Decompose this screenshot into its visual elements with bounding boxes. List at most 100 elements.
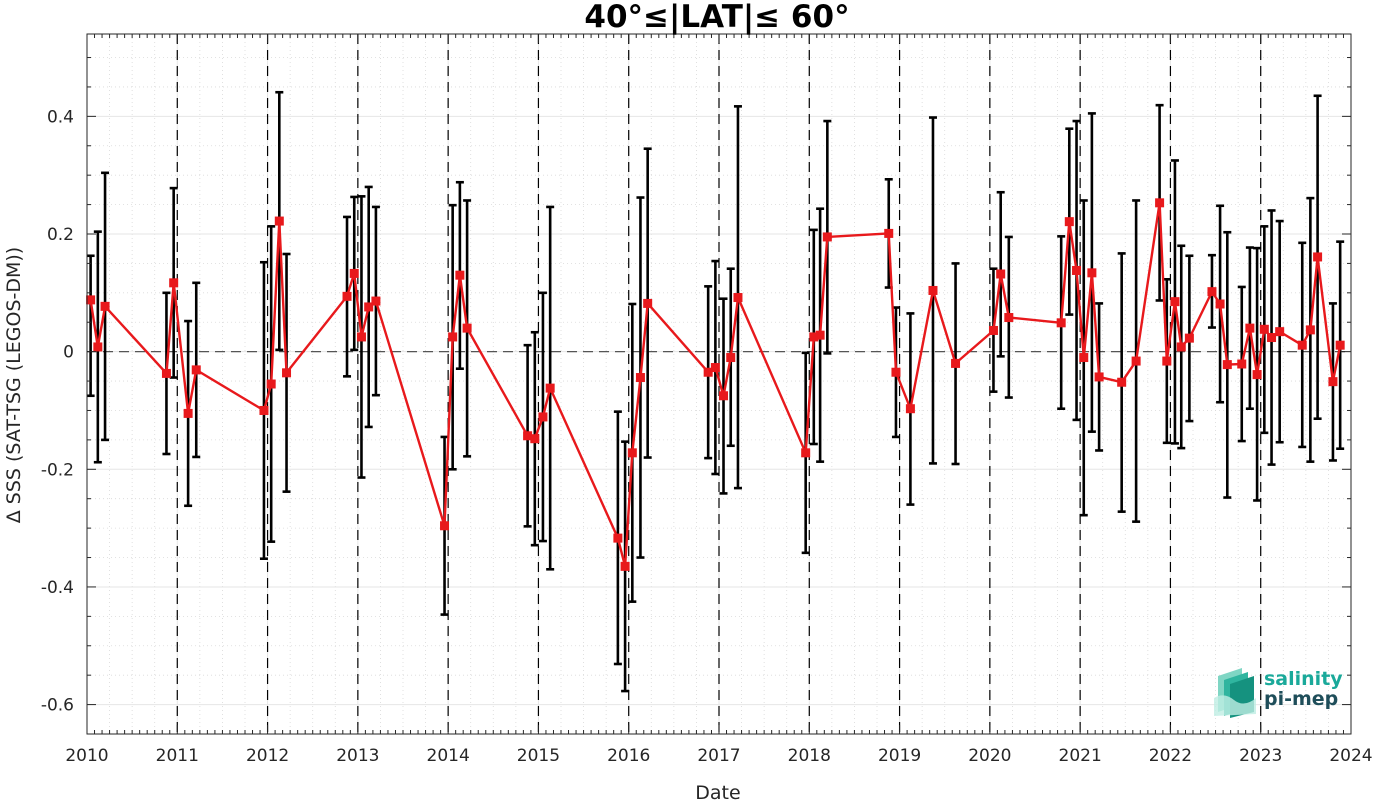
x-tick-label: 2020 [968, 746, 1011, 766]
y-axis-label: Δ SSS (SAT-TSG (LEGOS-DM)) [3, 247, 25, 523]
data-point [1335, 340, 1345, 350]
error-bars [86, 90, 1345, 693]
x-tick-label: 2013 [336, 746, 379, 766]
data-point [161, 368, 171, 378]
data-point [627, 448, 637, 458]
data-point [1064, 217, 1074, 227]
data-point [183, 408, 193, 418]
data-point [371, 296, 381, 306]
data-point [1305, 325, 1315, 335]
y-tick-labels: -0.6 -0.4 -0.2 0 0.2 0.4 [41, 107, 74, 715]
data-point [822, 232, 832, 242]
y-tick-label: -0.4 [41, 578, 74, 598]
logo-text-pi-mep: pi-mep [1264, 688, 1339, 710]
chart-title: 40°≤|LAT|≤ 60° [584, 0, 849, 35]
x-tick-label: 2018 [788, 746, 831, 766]
data-point [1117, 377, 1127, 387]
data-point [523, 431, 533, 441]
data-point [1087, 268, 1097, 278]
data-point [1184, 333, 1194, 343]
data-point [1056, 318, 1066, 328]
data-point [733, 293, 743, 303]
x-tick-label: 2015 [517, 746, 560, 766]
data-point [462, 323, 472, 333]
data-point [951, 358, 961, 368]
logo-wave-icon [1214, 668, 1256, 718]
data-point [635, 373, 645, 383]
y-tick-label: -0.6 [41, 696, 74, 716]
data-point [884, 228, 894, 238]
year-dividers [176, 34, 1262, 734]
data-point [169, 278, 179, 288]
data-point [703, 367, 713, 377]
x-tick-label: 2019 [878, 746, 921, 766]
data-point [1079, 353, 1089, 363]
data-point [719, 391, 729, 401]
data-point [1259, 324, 1269, 334]
data-point [1176, 342, 1186, 352]
x-tick-label: 2017 [697, 746, 740, 766]
x-tick-label: 2021 [1059, 746, 1102, 766]
data-point [530, 434, 540, 444]
x-tick-label: 2012 [246, 746, 289, 766]
data-point [1131, 356, 1141, 366]
data-point [259, 405, 269, 415]
x-tick-label: 2024 [1329, 746, 1372, 766]
data-point [905, 404, 915, 414]
data-point [1267, 333, 1277, 343]
data-point [191, 365, 201, 375]
data-point [620, 561, 630, 571]
data-point [440, 521, 450, 531]
x-tick-labels: 2010 2011 2012 2013 2014 2015 2016 2017 2018 2019… [65, 746, 1372, 766]
x-tick-label: 2022 [1149, 746, 1192, 766]
axis-ticks [86, 34, 1352, 735]
data-point [274, 216, 284, 226]
data-point [809, 332, 819, 342]
data-point [342, 291, 352, 301]
x-tick-label: 2023 [1239, 746, 1282, 766]
logo-text-salinity: salinity [1264, 668, 1343, 690]
data-point [891, 367, 901, 377]
data-markers [86, 198, 1345, 571]
x-tick-label: 2011 [156, 746, 199, 766]
x-axis-label: Date [695, 782, 740, 801]
data-point [1215, 299, 1225, 309]
data-point [100, 301, 110, 311]
x-tick-label: 2016 [607, 746, 650, 766]
data-point [1004, 313, 1014, 323]
y-tick-label: -0.2 [41, 460, 74, 480]
data-point [86, 295, 96, 305]
data-point [1155, 198, 1165, 208]
y-tick-label: 0 [63, 343, 74, 363]
data-point [282, 368, 292, 378]
data-point [455, 270, 465, 280]
x-tick-label: 2010 [65, 746, 108, 766]
data-point [1313, 252, 1323, 262]
data-point [996, 269, 1006, 279]
data-point [448, 332, 458, 342]
data-point [364, 302, 374, 312]
data-point [1170, 297, 1180, 307]
data-point [1252, 370, 1262, 380]
data-point [1222, 360, 1232, 370]
data-point [1072, 265, 1082, 275]
data-point [643, 298, 653, 308]
salinity-pi-mep-logo: salinity pi-mep [1212, 668, 1352, 718]
data-point [1275, 327, 1285, 337]
data-point [1237, 359, 1247, 369]
data-point [356, 332, 366, 342]
data-point [1094, 372, 1104, 382]
x-tick-label: 2014 [427, 746, 470, 766]
data-point [349, 268, 359, 278]
data-point [1245, 323, 1255, 333]
y-tick-label: 0.4 [47, 107, 74, 127]
data-point [1162, 356, 1172, 366]
data-point [613, 533, 623, 543]
y-tick-label: 0.2 [47, 225, 74, 245]
data-point [928, 285, 938, 295]
data-point [815, 330, 825, 340]
error-bar [86, 254, 95, 398]
data-point [1207, 287, 1217, 297]
data-point [266, 379, 276, 389]
